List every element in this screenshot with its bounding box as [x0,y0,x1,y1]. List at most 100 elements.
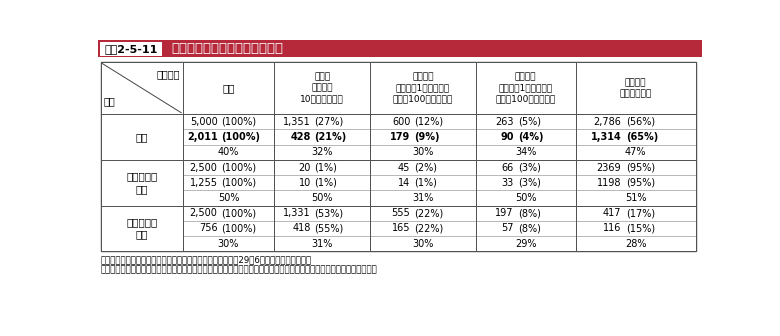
Text: (8%): (8%) [518,208,541,218]
Text: (22%): (22%) [414,208,444,218]
Bar [476,206,576,251]
Text: 30%: 30% [413,239,434,249]
Bar [370,145,476,160]
Text: (9%): (9%) [414,132,440,142]
Bar [370,206,476,251]
Bar [476,236,576,251]
Text: 428: 428 [290,132,310,142]
Bar [275,206,370,221]
Bar [476,114,576,129]
Text: 1,314: 1,314 [590,132,622,142]
Bar [183,206,275,221]
Text: (53%): (53%) [314,208,344,218]
Text: (65%): (65%) [626,132,658,142]
Bar [476,114,576,160]
Bar [370,221,476,236]
Text: 5,000: 5,000 [190,117,218,127]
Bar [275,114,370,129]
Text: 14: 14 [398,178,410,188]
Text: (22%): (22%) [414,223,444,234]
Bar [101,160,183,206]
Text: 33: 33 [502,178,514,188]
Text: (5%): (5%) [518,117,541,127]
Text: (100%): (100%) [222,132,261,142]
Text: 417: 417 [603,208,622,218]
Text: 179: 179 [390,132,410,142]
Bar [576,160,696,175]
Bar [576,160,696,206]
Text: 40%: 40% [218,147,239,157]
Bar [183,191,275,206]
Text: 34%: 34% [515,147,537,157]
Text: (56%): (56%) [626,117,655,127]
Bar [370,160,476,206]
Text: 28%: 28% [625,239,647,249]
Bar [183,62,275,114]
Bar [183,160,275,175]
Text: 被災地域の
企業: 被災地域の 企業 [126,172,158,194]
Text: 263: 263 [495,117,514,127]
Bar [576,206,696,221]
Bar [576,145,696,160]
Text: 図表2-5-11: 図表2-5-11 [105,44,158,54]
Bar [275,62,370,114]
Bar [476,191,576,206]
Bar [275,221,370,236]
Text: 出典：「企業の事業継続に関する熊本地震の影響調査（平成29年6月）」より内閣府作成: 出典：「企業の事業継続に関する熊本地震の影響調査（平成29年6月）」より内閣府作… [101,255,312,264]
Text: (1%): (1%) [314,163,338,173]
Text: 555: 555 [392,208,410,218]
Text: (3%): (3%) [518,163,541,173]
Text: (2%): (2%) [414,163,438,173]
Text: (1%): (1%) [414,178,438,188]
Text: (55%): (55%) [314,223,344,234]
Text: 合計: 合計 [222,83,235,93]
Text: 31%: 31% [413,193,434,203]
Text: 197: 197 [495,208,514,218]
Text: (15%): (15%) [626,223,655,234]
Text: 31%: 31% [311,239,333,249]
Text: 45: 45 [398,163,410,173]
Bar [476,62,576,114]
Text: (21%): (21%) [314,132,347,142]
Bar [275,175,370,191]
Text: (100%): (100%) [222,223,257,234]
Bar [101,114,183,160]
Bar [576,206,696,251]
Text: 50%: 50% [218,193,239,203]
Text: 165: 165 [392,223,410,234]
Bar [183,114,275,160]
Bar [370,191,476,206]
Bar [275,160,370,206]
Text: 合計: 合計 [136,132,148,142]
Bar [370,236,476,251]
Bar [476,129,576,145]
Text: 90: 90 [500,132,514,142]
Text: 30%: 30% [218,239,239,249]
Text: 2,500: 2,500 [190,163,218,173]
Text: (100%): (100%) [222,117,257,127]
Bar [576,129,696,145]
Bar [576,236,696,251]
Text: 1,351: 1,351 [283,117,310,127]
Text: 30%: 30% [413,147,434,157]
Bar [370,114,476,160]
Text: 準大企業
（資本金1億円以上、
従業員100人以上等）: 準大企業 （資本金1億円以上、 従業員100人以上等） [393,73,453,104]
Bar [183,206,275,251]
Bar [476,160,576,175]
Text: (17%): (17%) [626,208,655,218]
Bar [476,206,576,221]
Text: 66: 66 [502,163,514,173]
Bar [275,160,370,175]
Bar [183,175,275,191]
Text: 418: 418 [292,223,310,234]
Text: 10: 10 [299,178,310,188]
Text: (1%): (1%) [314,178,338,188]
Text: (100%): (100%) [222,208,257,218]
Bar [576,62,696,114]
Bar [183,129,275,145]
Bar [183,221,275,236]
Text: (3%): (3%) [518,178,541,188]
Bar [275,191,370,206]
Text: 756: 756 [199,223,218,234]
Text: 2,786: 2,786 [594,117,622,127]
